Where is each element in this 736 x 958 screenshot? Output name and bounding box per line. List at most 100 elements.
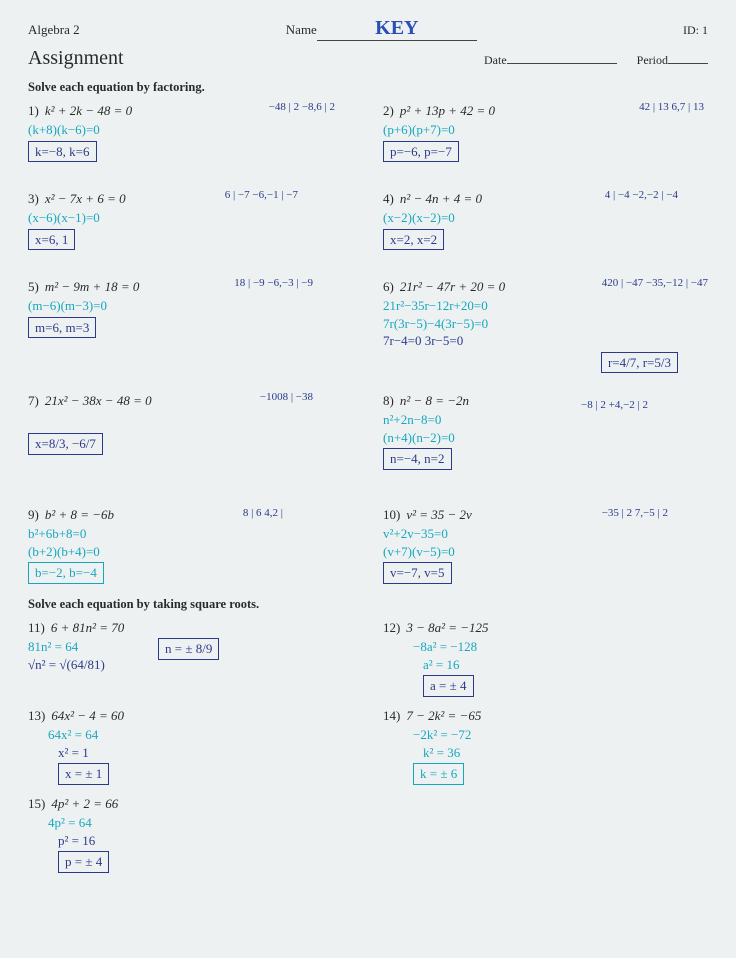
- handwritten-work: 21r²−35r−12r+20=0: [383, 297, 708, 315]
- answer-box: k=−8, k=6: [28, 141, 97, 163]
- date-label: Date: [484, 53, 507, 67]
- problem-equation: 64x² − 4 = 60: [51, 708, 124, 723]
- problem-equation: 3 − 8a² = −125: [406, 620, 488, 635]
- problem-number: 15): [28, 796, 45, 811]
- side-work: −8 | 2 +4,−2 | 2: [581, 399, 648, 411]
- problem-number: 7): [28, 393, 39, 408]
- problem-number: 1): [28, 103, 39, 118]
- handwritten-work: k² = 36: [423, 744, 708, 762]
- problem-number: 12): [383, 620, 400, 635]
- answer-box: x = ± 1: [58, 763, 109, 785]
- problem-equation: 7 − 2k² = −65: [406, 708, 481, 723]
- problem-13: 13) 64x² − 4 = 60 64x² = 64 x² = 1 x = ± …: [28, 706, 353, 790]
- problem-number: 14): [383, 708, 400, 723]
- problems-section-2: 11)6 + 81n² = 70 81n² = 64 √n² = √(64/81…: [28, 618, 708, 878]
- answer-box: n=−4, n=2: [383, 448, 452, 470]
- name-field: Name KEY: [286, 18, 477, 41]
- course-label: Algebra 2: [28, 22, 80, 38]
- handwritten-work: (n+4)(n−2)=0: [383, 429, 708, 447]
- answer-box: r=4/7, r=5/3: [601, 352, 678, 374]
- problem-3: 3) x² − 7x + 6 = 0 (x−6)(x−1)=0 x=6, 1 6 …: [28, 189, 353, 273]
- id-label: ID: 1: [683, 23, 708, 38]
- problem-10: 10)v² = 35 − 2v v²+2v−35=0 (v+7)(v−5)=0 …: [383, 505, 708, 589]
- handwritten-work: (k+8)(k−6)=0: [28, 121, 353, 139]
- side-work: 6 | −7 −6,−1 | −7: [225, 189, 298, 201]
- problem-14: 14) 7 − 2k² = −65 −2k² = −72 k² = 36 k = …: [383, 706, 708, 790]
- problem-number: 9): [28, 507, 39, 522]
- answer-box: p = ± 4: [58, 851, 109, 873]
- handwritten-work: (m−6)(m−3)=0: [28, 297, 353, 315]
- section-2-heading: Solve each equation by taking square roo…: [28, 597, 708, 612]
- problem-9: 9) b² + 8 = −6b b²+6b+8=0 (b+2)(b+4)=0 b=…: [28, 505, 353, 589]
- date-period: Date Period: [484, 53, 708, 68]
- problem-6: 6)21r² − 47r + 20 = 0 21r²−35r−12r+20=0 …: [383, 277, 708, 387]
- problem-equation: m² − 9m + 18 = 0: [45, 279, 140, 294]
- answer-box: a = ± 4: [423, 675, 474, 697]
- handwritten-work: (x−2)(x−2)=0: [383, 209, 708, 227]
- problem-equation: 6 + 81n² = 70: [51, 620, 124, 635]
- problem-number: 5): [28, 279, 39, 294]
- handwritten-work: 64x² = 64: [48, 726, 353, 744]
- problem-equation: x² − 7x + 6 = 0: [45, 191, 126, 206]
- period-label: Period: [637, 53, 668, 67]
- side-work: 420 | −47 −35,−12 | −47: [602, 277, 708, 289]
- problem-15: 15) 4p² + 2 = 66 4p² = 64 p² = 16 p = ± 4: [28, 794, 353, 878]
- handwritten-work: −2k² = −72: [413, 726, 708, 744]
- header-assign: Assignment Date Period: [28, 47, 708, 70]
- problem-number: 2): [383, 103, 394, 118]
- side-work: 42 | 13 6,7 | 13: [639, 101, 704, 113]
- handwritten-work: p² = 16: [58, 832, 353, 850]
- answer-box: k = ± 6: [413, 763, 464, 785]
- answer-box: x=6, 1: [28, 229, 75, 251]
- handwritten-work: n²+2n−8=0: [383, 411, 708, 429]
- problem-equation: 21x² − 38x − 48 = 0: [45, 393, 152, 408]
- answer-box: v=−7, v=5: [383, 562, 452, 584]
- problem-equation: b² + 8 = −6b: [45, 507, 114, 522]
- name-label: Name: [286, 22, 317, 38]
- side-work: −48 | 2 −8,6 | 2: [269, 101, 335, 113]
- handwritten-work: x² = 1: [58, 744, 353, 762]
- handwritten-work: 7r(3r−5)−4(3r−5)=0: [383, 315, 708, 333]
- problem-equation: k² + 2k − 48 = 0: [45, 103, 132, 118]
- handwritten-work: b²+6b+8=0: [28, 525, 353, 543]
- problems-section-1: 1) k² + 2k − 48 = 0 (k+8)(k−6)=0 k=−8, k=…: [28, 101, 708, 589]
- handwritten-work: (v+7)(v−5)=0: [383, 543, 708, 561]
- handwritten-work: 4p² = 64: [48, 814, 353, 832]
- problem-number: 11): [28, 620, 45, 635]
- problem-7: 7)21x² − 38x − 48 = 0 x=8/3, −6/7 −1008 …: [28, 391, 353, 501]
- assignment-title: Assignment: [28, 47, 124, 70]
- side-work: 18 | −9 −6,−3 | −9: [234, 277, 313, 289]
- handwritten-work: v²+2v−35=0: [383, 525, 708, 543]
- problem-equation: p² + 13p + 42 = 0: [400, 103, 495, 118]
- side-work: 4 | −4 −2,−2 | −4: [605, 189, 678, 201]
- header-top: Algebra 2 Name KEY ID: 1: [28, 18, 708, 41]
- problem-equation: 4p² + 2 = 66: [51, 796, 118, 811]
- problem-number: 10): [383, 507, 400, 522]
- handwritten-work: (p+6)(p+7)=0: [383, 121, 708, 139]
- side-work: −1008 | −38: [260, 391, 313, 403]
- handwritten-work: −8a² = −128: [413, 638, 708, 656]
- problem-number: 3): [28, 191, 39, 206]
- section-1-heading: Solve each equation by factoring.: [28, 80, 708, 95]
- problem-equation: n² − 8 = −2n: [400, 393, 469, 408]
- name-value: KEY: [317, 18, 477, 41]
- problem-2: 2) p² + 13p + 42 = 0 (p+6)(p+7)=0 p=−6, p…: [383, 101, 708, 185]
- side-work: −35 | 2 7,−5 | 2: [602, 507, 668, 519]
- answer-box: n = ± 8/9: [158, 638, 219, 660]
- handwritten-work: 7r−4=0 3r−5=0: [383, 332, 708, 350]
- handwritten-work: (b+2)(b+4)=0: [28, 543, 353, 561]
- handwritten-work: (x−6)(x−1)=0: [28, 209, 353, 227]
- answer-box: b=−2, b=−4: [28, 562, 104, 584]
- problem-number: 13): [28, 708, 45, 723]
- problem-1: 1) k² + 2k − 48 = 0 (k+8)(k−6)=0 k=−8, k=…: [28, 101, 353, 185]
- problem-8: 8) n² − 8 = −2n n²+2n−8=0 (n+4)(n−2)=0 n=…: [383, 391, 708, 501]
- problem-5: 5)m² − 9m + 18 = 0 (m−6)(m−3)=0 m=6, m=3…: [28, 277, 353, 387]
- problem-11: 11)6 + 81n² = 70 81n² = 64 √n² = √(64/81…: [28, 618, 353, 702]
- answer-box: p=−6, p=−7: [383, 141, 459, 163]
- side-work: 8 | 6 4,2 |: [243, 507, 283, 519]
- problem-equation: v² = 35 − 2v: [406, 507, 471, 522]
- problem-number: 8): [383, 393, 394, 408]
- problem-number: 4): [383, 191, 394, 206]
- problem-4: 4)n² − 4n + 4 = 0 (x−2)(x−2)=0 x=2, x=2 …: [383, 189, 708, 273]
- problem-12: 12)3 − 8a² = −125 −8a² = −128 a² = 16 a …: [383, 618, 708, 702]
